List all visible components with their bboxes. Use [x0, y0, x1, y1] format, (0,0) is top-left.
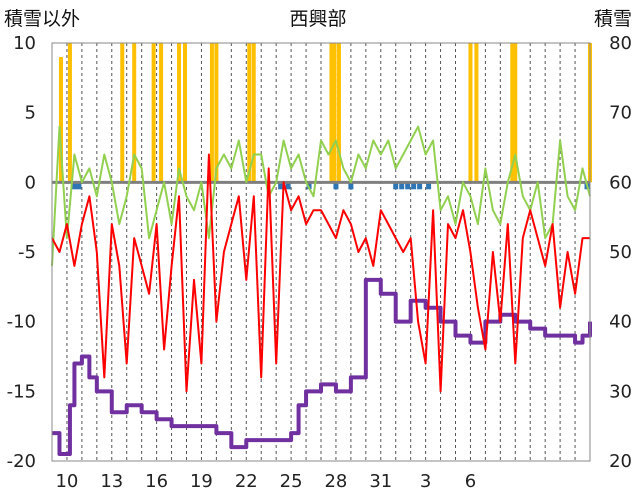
y-left-tick-label: -20	[7, 451, 36, 472]
precipitation-bar	[76, 182, 82, 190]
x-tick-label: 13	[100, 471, 123, 492]
x-tick-label: 25	[280, 471, 303, 492]
y-left-tick-label: -15	[7, 381, 36, 402]
y-axis-left-title: 積雪以外	[4, 8, 80, 30]
sunshine-bar	[209, 43, 214, 183]
precipitation-bar	[393, 182, 399, 190]
sunshine-bar	[67, 43, 72, 183]
precipitation-bar	[426, 182, 432, 190]
sunshine-bar	[251, 43, 256, 183]
sunshine-bar	[513, 43, 518, 183]
sunshine-bar	[132, 43, 137, 183]
y-axis-left: -20 -15 -10 -5 0 5 10	[7, 33, 36, 472]
x-tick-label: 16	[145, 471, 168, 492]
sunshine-bar	[151, 43, 156, 183]
sunshine-bar	[329, 43, 334, 183]
y-axis-right-title: 積雪	[594, 8, 632, 30]
precipitation-bar	[399, 182, 405, 190]
grid-lines	[66, 43, 576, 461]
x-axis: 10 13 16 19 22 25 28 31 3 6	[55, 471, 476, 492]
y-right-tick-label: 40	[609, 312, 632, 333]
sunshine-bar	[474, 43, 479, 183]
y-right-tick-label: 50	[609, 242, 632, 263]
temperature_min-line	[51, 153, 590, 393]
x-tick-label: 22	[235, 471, 258, 492]
sunshine-bar	[214, 43, 219, 183]
y-right-tick-label: 70	[609, 103, 632, 124]
y-left-tick-label: -5	[18, 242, 36, 263]
x-tick-label: 10	[55, 471, 78, 492]
plot-area-frame	[51, 42, 591, 462]
y-left-tick-label: 0	[25, 172, 36, 193]
precipitation-bar	[333, 182, 339, 190]
y-left-tick-label: 10	[13, 33, 36, 54]
precipitation-bar	[417, 182, 423, 190]
sunshine-bar	[177, 43, 182, 183]
x-tick-label: 6	[465, 471, 476, 492]
precipitation-bar	[285, 182, 291, 190]
y-left-tick-label: -10	[7, 312, 36, 333]
sunshine-bar	[58, 56, 63, 183]
sunshine-bar	[183, 43, 188, 183]
temperature_max-line	[51, 125, 591, 266]
y-right-tick-label: 80	[609, 33, 632, 54]
precipitation-bar	[405, 182, 411, 190]
y-left-tick-label: 5	[25, 103, 36, 124]
y-right-tick-label: 20	[609, 451, 632, 472]
sunshine-bar	[247, 43, 252, 183]
x-tick-label: 31	[369, 471, 392, 492]
x-tick-label: 3	[420, 471, 431, 492]
chart-title: 西興部	[289, 8, 346, 30]
sunshine-bar	[510, 43, 515, 183]
precipitation-bar	[71, 182, 77, 190]
sunshine-bar	[159, 43, 164, 183]
precipitation-bar	[411, 182, 417, 190]
sunshine-bar	[468, 43, 473, 183]
y-axis-right: 20 30 40 50 60 70 80	[609, 33, 632, 472]
line-series	[51, 125, 592, 457]
y-right-tick-label: 30	[609, 381, 632, 402]
y-right-tick-label: 60	[609, 172, 632, 193]
sunshine-bar	[332, 43, 337, 183]
precipitation-bar	[348, 182, 354, 190]
x-tick-label: 19	[190, 471, 213, 492]
x-tick-label: 28	[324, 471, 347, 492]
precipitation-bar	[278, 182, 284, 190]
sunshine-bar	[336, 43, 341, 183]
sunshine-bar	[120, 43, 125, 183]
